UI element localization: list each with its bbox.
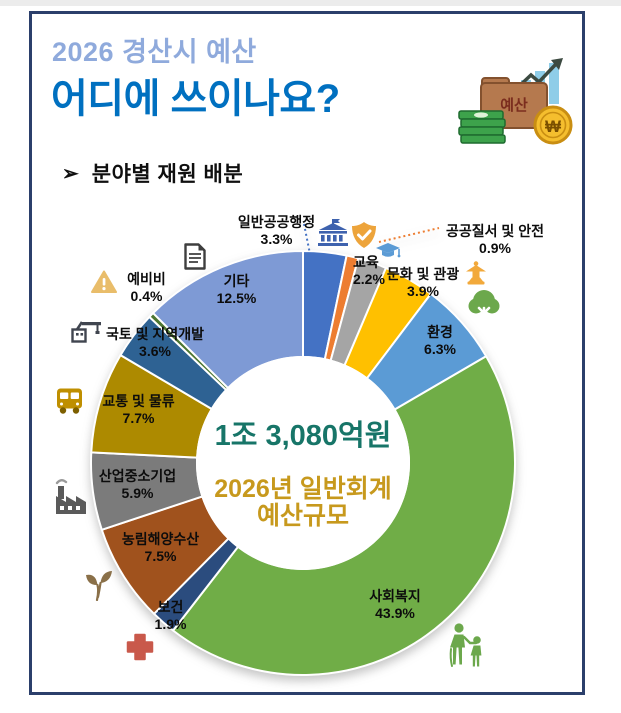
slice-pct: 12.5% [216, 289, 257, 306]
donut-slices-group [90, 250, 516, 676]
pagoda-icon [466, 261, 486, 285]
medical-cross-icon [126, 633, 154, 661]
government-building-icon [318, 219, 348, 246]
slice-name: 예비비 [127, 271, 166, 287]
slice-name: 환경 [427, 324, 453, 340]
page-title-line2: 어디에 쓰이나요? [51, 77, 340, 121]
slice-label-land-regional-dev: 국토 및 지역개발 3.6% [85, 326, 225, 360]
slice-pct: 7.5% [144, 547, 177, 564]
slice-label-reserve-fund: 예비비 0.4% [104, 271, 189, 305]
slice-name: 농림해양수산 [121, 531, 200, 547]
slice-name: 사회복지 [369, 588, 421, 604]
tree-icon [468, 290, 500, 323]
chart-center-subtitle-line1: 2026년 일반회계 [214, 475, 392, 503]
slice-label-culture-tourism: 문화 및 관광 3.9% [368, 266, 478, 300]
sprout-icon [86, 571, 112, 601]
slice-label-etc: 기타 12.5% [174, 273, 299, 307]
slice-pct: 0.9% [479, 239, 511, 256]
chart-center-total: 1조 3,080억원 [214, 420, 392, 452]
money-stack-icon [458, 110, 506, 144]
shield-check-icon [352, 222, 376, 248]
slice-label-general-public-admin: 일반공공행정 3.3% [209, 214, 344, 248]
slice-label-social-welfare: 사회복지 43.9% [335, 588, 455, 622]
folder-label: 예산 [500, 97, 528, 114]
page-title-line1: 2026 경산시 예산 [52, 37, 257, 67]
slice-pct: 3.9% [407, 282, 439, 299]
slice-pct: 2.2% [353, 270, 385, 287]
warning-icon [91, 270, 117, 293]
slice-name: 교통 및 물류 [102, 393, 175, 409]
factory-icon [55, 479, 86, 514]
slice-name: 산업중소기업 [98, 468, 177, 484]
slice-pct: 5.9% [121, 484, 154, 501]
slice-label-environment: 환경 6.3% [400, 324, 480, 358]
window-top-strip [0, 0, 621, 6]
crane-icon [71, 321, 101, 343]
elderly-child-icon [449, 623, 482, 667]
donut-chart [90, 223, 516, 676]
slice-name: 국토 및 지역개발 [106, 326, 204, 342]
slice-pct: 0.4% [130, 287, 163, 304]
slice-name: 교육 [353, 254, 379, 270]
slice-name: 보건 [157, 599, 184, 615]
slice-name: 문화 및 관광 [386, 266, 460, 282]
infographic-frame: 2026 경산시 예산 어디에 쓰이나요? 예산 ₩ ➢ 분야별 재원 배분 [29, 11, 585, 695]
arrow-bullet-icon: ➢ [62, 162, 79, 185]
slice-name: 일반공공행정 [237, 214, 316, 230]
slice-label-agriculture-forestry-fisheries: 농림해양수산 7.5% [98, 531, 223, 565]
leader-line-general-admin [303, 223, 311, 255]
slice-name: 공공질서 및 안전 [446, 223, 544, 239]
donut-hole [196, 356, 410, 570]
section-heading-text: 분야별 재원 배분 [91, 163, 244, 186]
slice-label-transport-logistics: 교통 및 물류 7.7% [76, 393, 201, 427]
section-heading: ➢ 분야별 재원 배분 [62, 158, 243, 188]
won-coin-icon: ₩ [533, 105, 573, 145]
slice-pct: 43.9% [375, 604, 415, 621]
won-symbol: ₩ [545, 117, 562, 136]
bus-icon [57, 388, 82, 414]
graduation-cap-icon [376, 243, 401, 258]
slice-label-public-order-safety: 공공질서 및 안전 0.9% [415, 223, 575, 257]
document-icon [184, 243, 206, 270]
slice-label-industry-sme: 산업중소기업 5.9% [75, 468, 200, 502]
slice-pct: 1.9% [154, 615, 187, 632]
slice-pct: 7.7% [122, 409, 155, 426]
slice-pct: 3.6% [139, 342, 171, 359]
slice-name: 기타 [223, 273, 250, 289]
leader-line-public-order [378, 227, 440, 243]
chart-center-subtitle: 2026년 일반회계 예산규모 [188, 476, 418, 530]
slice-pct: 3.3% [260, 230, 293, 247]
slice-label-education: 교육 2.2% [353, 254, 423, 288]
budget-folder-money-chart-icon: 예산 ₩ [458, 58, 573, 145]
chart-center-subtitle-line2: 예산규모 [256, 502, 349, 530]
slice-pct: 6.3% [424, 340, 456, 357]
slice-label-health: 보건 1.9% [128, 599, 213, 633]
